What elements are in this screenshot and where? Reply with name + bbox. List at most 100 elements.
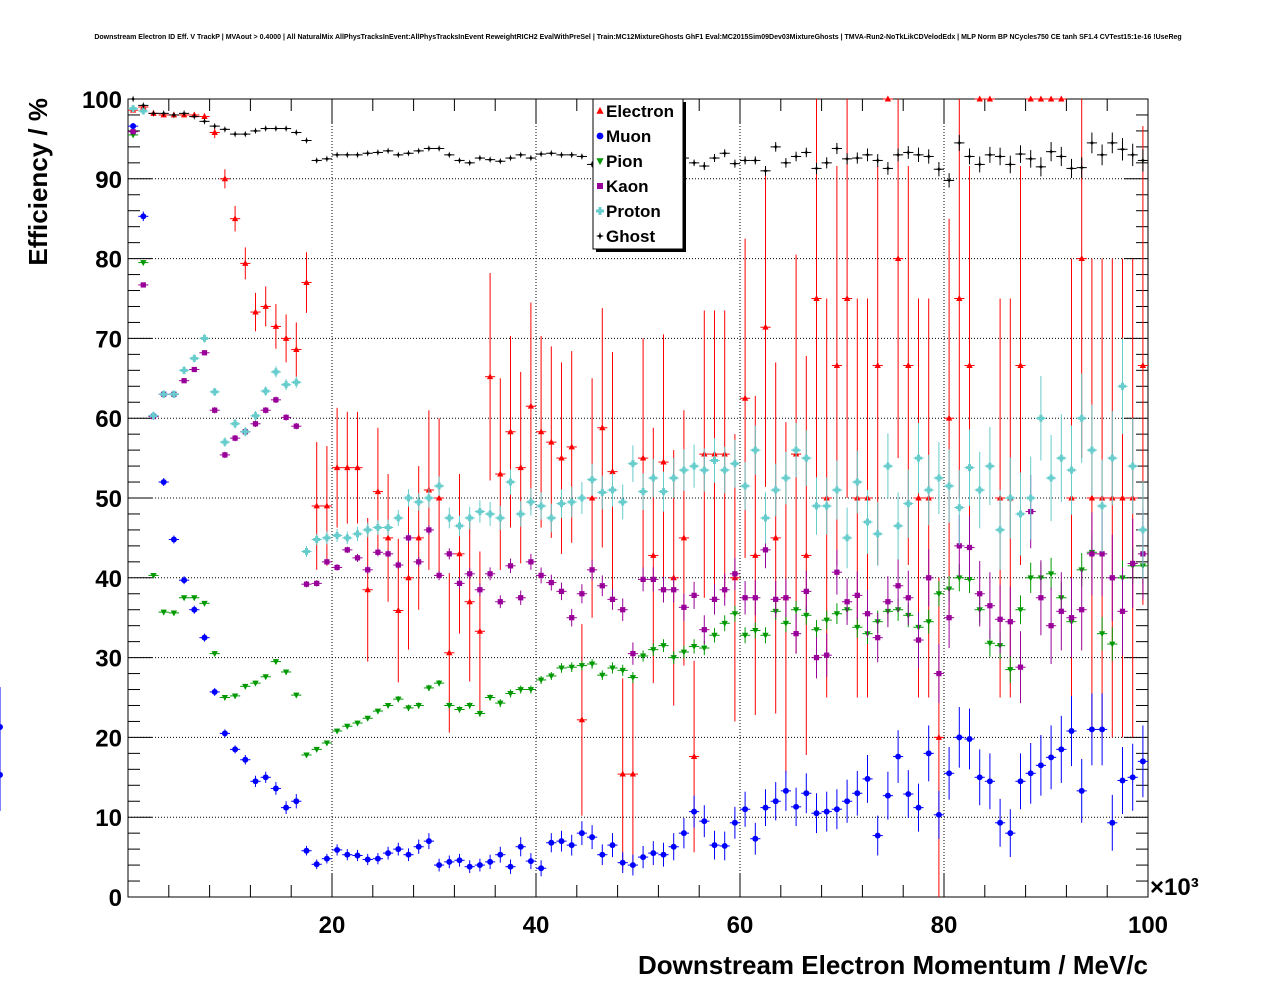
pion-point: [191, 595, 198, 602]
legend-marker-proton: [596, 207, 604, 215]
kaon-point: [579, 591, 585, 597]
kaon-point: [569, 615, 575, 621]
electron-point: [935, 733, 943, 740]
muon-point: [323, 855, 330, 862]
proton-point: [986, 462, 994, 470]
muon-point: [680, 830, 687, 837]
muon-point: [211, 688, 218, 695]
pion-point: [792, 607, 800, 614]
muon-point: [283, 804, 290, 811]
ghost-point-h: [782, 161, 790, 164]
ghost-point-h: [1057, 155, 1065, 158]
kaon-point: [1017, 664, 1024, 670]
electron-point: [833, 362, 841, 368]
kaon-point: [1058, 608, 1064, 614]
legend-label-electron: Electron: [606, 102, 674, 121]
ghost-point-h: [751, 159, 759, 162]
kaon-point: [915, 637, 922, 643]
y-tick-label: 10: [95, 805, 122, 832]
proton-point: [609, 486, 616, 494]
muon-point: [813, 810, 820, 817]
proton-point: [762, 514, 769, 522]
pion-point: [966, 576, 973, 583]
electron-point: [1037, 95, 1045, 102]
proton-point: [945, 482, 953, 490]
pion-point: [619, 667, 626, 674]
proton-point: [537, 502, 545, 510]
kaon-point: [946, 615, 952, 621]
y-tick-label: 20: [95, 725, 122, 752]
proton-point: [1027, 494, 1035, 502]
ghost-point-h: [894, 153, 902, 156]
kaon-point: [518, 595, 524, 601]
muon-point: [160, 479, 167, 486]
kaon-point: [752, 595, 758, 601]
proton-point: [1068, 466, 1075, 474]
proton-point: [864, 518, 871, 526]
electron-point: [915, 494, 922, 501]
electron-point: [966, 362, 973, 368]
pion-point: [262, 674, 269, 681]
proton-point: [384, 524, 392, 532]
proton-point: [751, 446, 759, 454]
muon-point: [466, 863, 473, 870]
y-axis-title: Efficiency / %: [23, 98, 53, 266]
kaon-point: [773, 596, 779, 602]
pion-point: [252, 680, 259, 687]
pion-point: [609, 665, 616, 672]
muon-point: [507, 863, 514, 870]
proton-point: [303, 547, 310, 555]
kaon-point: [191, 366, 197, 373]
muon-point: [966, 736, 973, 742]
kaon-point: [875, 635, 881, 641]
proton-point: [507, 478, 514, 486]
proton-point: [170, 390, 178, 398]
kaon-point: [201, 350, 208, 356]
proton-point: [874, 530, 882, 538]
electron-point: [741, 394, 749, 401]
kaon-point: [263, 407, 269, 413]
legend-marker-kaon: [597, 183, 603, 189]
kaon-point: [650, 576, 656, 583]
legend-label-muon: Muon: [606, 127, 651, 146]
kaon-point: [813, 654, 820, 661]
proton-point: [833, 486, 841, 494]
electron-point: [456, 550, 463, 557]
kaon-point: [926, 575, 932, 581]
x-axis-multiplier: ×10³: [1150, 874, 1199, 901]
muon-point: [344, 851, 351, 858]
pion-point: [711, 632, 718, 639]
kaon-point: [905, 595, 911, 601]
kaon-point: [599, 583, 605, 589]
proton-point: [558, 500, 565, 508]
proton-point: [741, 482, 749, 490]
pion-point: [497, 700, 504, 707]
kaon-point: [467, 571, 473, 577]
ghost-point-h: [558, 153, 565, 156]
ghost-point-h: [496, 160, 504, 163]
kaon-point: [344, 547, 350, 553]
electron-point: [976, 95, 983, 102]
muon-point: [946, 770, 953, 777]
y-tick-label: 60: [95, 406, 122, 433]
ghost-point-h: [996, 155, 1004, 158]
electron-point: [1139, 362, 1147, 368]
legend-label-ghost: Ghost: [606, 227, 655, 246]
pion-point: [680, 649, 688, 656]
ghost-point-h: [435, 147, 443, 150]
pion-point: [374, 708, 382, 715]
ghost-point-h: [762, 169, 769, 172]
proton-point: [221, 438, 229, 446]
electron-point: [558, 454, 565, 461]
pion-point: [1047, 571, 1055, 578]
muon-point: [1017, 778, 1024, 785]
muon-point: [0, 724, 3, 731]
pion-point: [537, 677, 545, 684]
y-tick-label: 90: [95, 167, 122, 194]
pion-point: [313, 746, 320, 753]
ghost-point-h: [1129, 153, 1137, 156]
ghost-point-h: [945, 179, 953, 182]
electron-point: [752, 551, 759, 558]
ghost-point-h: [1047, 150, 1055, 153]
proton-point: [374, 524, 382, 532]
